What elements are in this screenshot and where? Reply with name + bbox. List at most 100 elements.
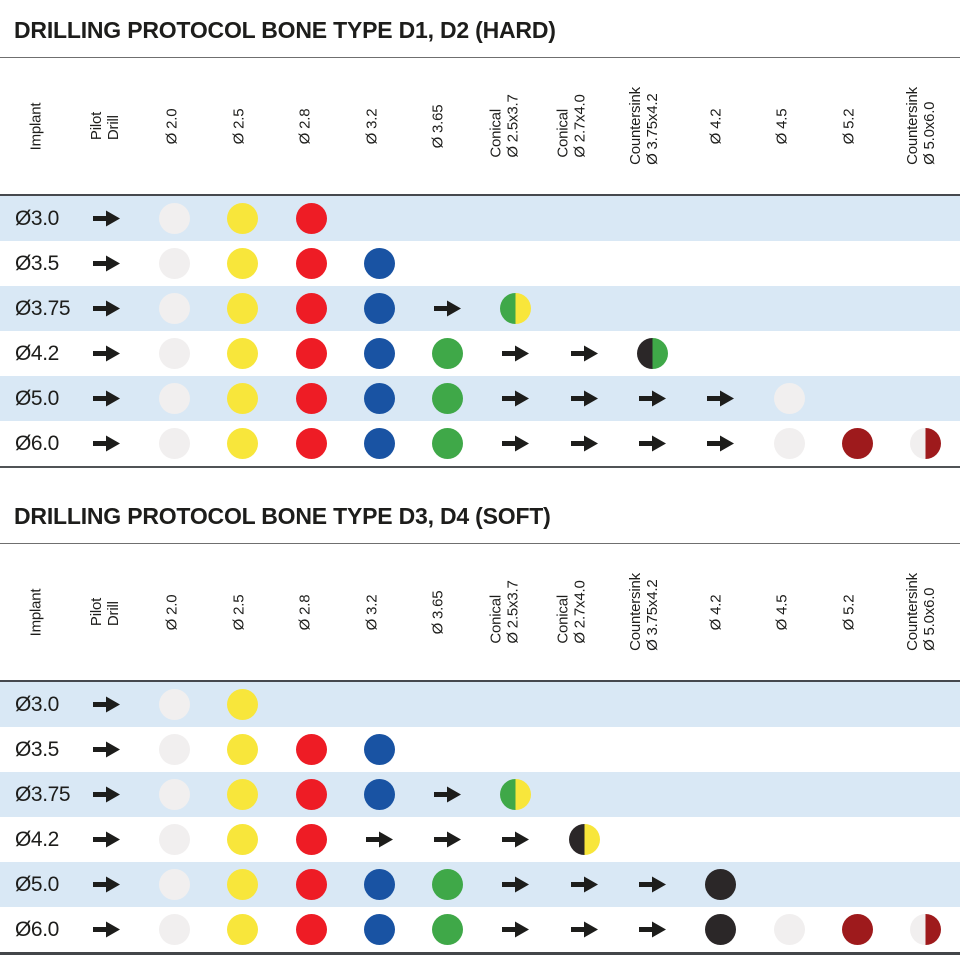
white-drill-dot: [158, 203, 190, 234]
table-row: Ø5.0: [0, 376, 960, 421]
column-header-label: Conical Ø 2.5x3.7: [487, 94, 522, 158]
green-drill-dot: [432, 383, 464, 414]
protocol-cell: [823, 196, 891, 241]
protocol-cell: [414, 907, 482, 952]
column-header: Conical Ø 2.7x4.0: [538, 58, 605, 194]
column-header-label: Countersink Ø 5.0x6.0: [904, 87, 939, 165]
protocol-cell: [345, 331, 413, 376]
protocol-cell: [72, 241, 140, 286]
arrow-icon: [92, 829, 120, 850]
protocol-cell: [892, 862, 960, 907]
yellow-drill-dot: [227, 203, 259, 234]
arrow-icon: [92, 343, 120, 364]
implant-label: Ø6.0: [15, 917, 59, 941]
implant-label: Ø3.0: [15, 692, 59, 716]
arrow-icon: [639, 388, 667, 409]
blue-drill-dot: [363, 338, 395, 369]
protocol-cell: [140, 772, 208, 817]
protocol-cell: [482, 772, 550, 817]
column-header: Ø 2.8: [272, 58, 339, 194]
protocol-cell: [755, 376, 823, 421]
protocol-cell: [618, 421, 686, 466]
implant-label: Ø4.2: [15, 827, 59, 851]
protocol-cell: [209, 862, 277, 907]
protocol-cell: [823, 376, 891, 421]
protocol-cell: [209, 286, 277, 331]
protocol-cell: [755, 421, 823, 466]
yellow-drill-dot: [227, 779, 259, 810]
column-header: Ø 2.0: [139, 58, 206, 194]
protocol-cell: [618, 817, 686, 862]
protocol-cell: [345, 376, 413, 421]
protocol-cell: [755, 862, 823, 907]
column-header: Ø 4.2: [682, 58, 749, 194]
protocol-cell: [414, 862, 482, 907]
protocol-cell: [72, 727, 140, 772]
column-header-label: Ø 2.8: [296, 108, 314, 144]
protocol-cell: [550, 286, 618, 331]
yellow-drill-dot: [227, 383, 259, 414]
arrow-icon: [92, 298, 120, 319]
arrow-icon: [502, 919, 530, 940]
protocol-cell: [72, 862, 140, 907]
implant-label: Ø5.0: [15, 872, 59, 896]
section-title-soft: DRILLING PROTOCOL BONE TYPE D3, D4 (SOFT…: [14, 503, 551, 529]
yellow-drill-dot: [227, 824, 259, 855]
arrow-icon: [502, 388, 530, 409]
arrow-icon: [639, 874, 667, 895]
white-drill-dot: [158, 689, 190, 720]
protocol-cell: [755, 907, 823, 952]
white-drill-dot: [158, 824, 190, 855]
protocol-cell: [72, 772, 140, 817]
white-drill-dot: [158, 734, 190, 765]
drilling-protocol-hard-section: DRILLING PROTOCOL BONE TYPE D1, D2 (HARD…: [0, 0, 960, 468]
protocol-cell: [140, 376, 208, 421]
column-header: Conical Ø 2.5x3.7: [471, 544, 538, 680]
white-drill-dot: [773, 383, 805, 414]
protocol-cell: [618, 727, 686, 772]
red-drill-dot: [295, 428, 327, 459]
implant-label: Ø3.75: [15, 782, 71, 806]
arrow-icon: [570, 343, 598, 364]
protocol-cell: [72, 376, 140, 421]
protocol-cell: [550, 376, 618, 421]
column-header: Countersink Ø 3.75x4.2: [605, 58, 683, 194]
protocol-cell: [277, 421, 345, 466]
protocol-cell: [414, 286, 482, 331]
protocol-cell: [755, 817, 823, 862]
protocol-cell: [755, 772, 823, 817]
half-dot-green-yellow: [500, 779, 532, 810]
arrow-icon: [92, 433, 120, 454]
protocol-cell: [687, 241, 755, 286]
protocol-cell: [72, 196, 140, 241]
green-drill-dot: [432, 914, 464, 945]
column-header: Countersink Ø 5.0x6.0: [882, 544, 960, 680]
darkred-drill-dot: [842, 914, 874, 945]
column-header-label: Ø 2.8: [296, 594, 314, 630]
protocol-cell: [755, 241, 823, 286]
protocol-cell: [140, 286, 208, 331]
column-header-row: Implant Pilot Drill Ø 2.0 Ø 2.5 Ø 2.8 Ø 3.2 Ø …: [0, 58, 960, 196]
column-header: Ø 5.2: [816, 544, 883, 680]
arrow-icon: [434, 784, 462, 805]
protocol-cell: [414, 331, 482, 376]
implant-label: Ø3.75: [15, 296, 71, 320]
protocol-cell: [72, 817, 140, 862]
protocol-cell: [755, 682, 823, 727]
table-row: Ø6.0: [0, 421, 960, 466]
protocol-cell: [140, 682, 208, 727]
table-row: Ø3.0: [0, 196, 960, 241]
protocol-cell: [550, 817, 618, 862]
arrow-icon: [639, 433, 667, 454]
implant-label: Ø3.5: [15, 737, 59, 761]
protocol-cell: [892, 772, 960, 817]
protocol-cell: [277, 331, 345, 376]
column-header-label: Ø 5.2: [840, 594, 858, 630]
protocol-cell: [550, 772, 618, 817]
protocol-cell: [482, 862, 550, 907]
protocol-cell: [892, 907, 960, 952]
protocol-cell: [277, 196, 345, 241]
blue-drill-dot: [363, 779, 395, 810]
protocol-cell: [482, 421, 550, 466]
column-header: Ø 3.2: [338, 544, 405, 680]
